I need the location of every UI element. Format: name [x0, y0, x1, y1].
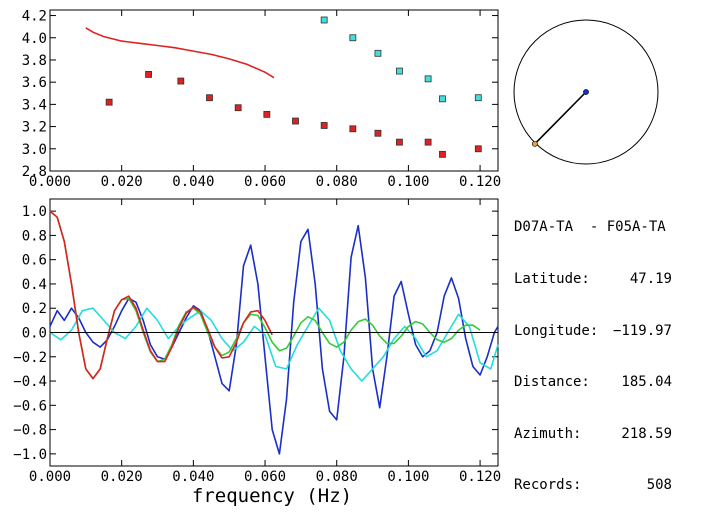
correlation-plot: 0.000 0.020 0.040 0.060 0.080 0.100 0.120 −1.0 −… [13, 198, 501, 485]
top-y-tick-label: 3.4 [22, 97, 47, 113]
velocity-marker [374, 129, 382, 137]
info-row-azimuth: Azimuth: 218.59 [514, 426, 672, 443]
velocity-marker [374, 49, 382, 57]
spectrum-line [49, 224, 499, 455]
top-x-tick-label: 0.060 [244, 174, 286, 190]
top-x-tick-label: 0.100 [387, 174, 429, 190]
bottom-y-tick-label: −1.0 [13, 447, 47, 463]
velocity-marker [234, 104, 242, 112]
spectrum-line [49, 307, 499, 382]
velocity-marker [396, 138, 403, 146]
records-value: 508 [646, 477, 672, 494]
velocity-marker [474, 145, 482, 153]
bottom-x-tick-label: 0.120 [459, 469, 501, 485]
longitude-value: −119.97 [612, 322, 672, 339]
bottom-x-tick-label: 0.020 [101, 469, 143, 485]
top-y-tick-label: 2.8 [22, 164, 47, 180]
velocity-marker [424, 75, 432, 83]
station-path [534, 91, 587, 145]
info-row-records: Records: 508 [514, 477, 672, 494]
x-axis-label: frequency (Hz) [192, 485, 352, 507]
top-x-tick-label: 0.120 [459, 174, 501, 190]
bottom-y-tick-label: −0.2 [13, 350, 47, 366]
bottom-y-tick-label: −0.8 [13, 423, 47, 439]
top-y-tick-label: 3.8 [22, 53, 47, 69]
station-pair: D07A-TA - F05A-TA [514, 219, 666, 236]
station-marker [583, 89, 589, 95]
azimuth-label: Azimuth: [514, 425, 582, 442]
azimuth-value: 218.59 [621, 425, 672, 442]
station-info-panel: D07A-TA - F05A-TA Latitude: 47.19 Longit… [514, 185, 672, 512]
velocity-marker [105, 98, 113, 106]
bottom-x-tick-label: 0.080 [316, 469, 358, 485]
velocity-marker [320, 122, 328, 129]
latitude-value: 47.19 [629, 271, 672, 288]
velocity-marker [424, 138, 432, 146]
info-row-distance: Distance: 185.04 [514, 374, 672, 391]
velocity-marker [349, 125, 357, 133]
latitude-label: Latitude: [514, 271, 590, 288]
velocity-marker [396, 67, 403, 75]
info-row-longitude: Longitude: −119.97 [514, 323, 672, 340]
top-x-tick-label: 0.040 [172, 174, 214, 190]
velocity-marker [349, 34, 357, 42]
bottom-y-tick-label: −0.6 [13, 398, 47, 414]
dispersion-curve [85, 27, 275, 79]
top-y-tick-label: 3.2 [22, 120, 47, 136]
bottom-y-tick-label: 0.4 [22, 277, 47, 293]
info-row-latitude: Latitude: 47.19 [514, 271, 672, 288]
velocity-marker [292, 117, 299, 125]
bottom-y-tick-label: 0.8 [22, 228, 47, 244]
station-marker [531, 140, 538, 147]
records-label: Records: [514, 477, 582, 494]
top-frame [49, 9, 499, 172]
distance-value: 185.04 [621, 374, 672, 391]
velocity-marker [320, 16, 328, 24]
top-x-tick-label: 0.020 [101, 174, 143, 190]
longitude-label: Longitude: [514, 322, 599, 339]
top-x-tick-label: 0.000 [29, 174, 71, 190]
velocity-plot: 0.000 0.020 0.040 0.060 0.080 0.100 0.120 2.8 3.… [22, 9, 501, 190]
velocity-marker [474, 94, 482, 102]
top-x-tick-label: 0.080 [316, 174, 358, 190]
map-circle [513, 19, 659, 165]
bottom-y-tick-label: 0.6 [22, 253, 47, 269]
azimuth-map [513, 19, 659, 165]
bottom-y-tick-label: 0.2 [22, 301, 47, 317]
bottom-x-tick-label: 0.060 [244, 469, 286, 485]
bottom-x-tick-label: 0.100 [387, 469, 429, 485]
top-y-tick-label: 3.6 [22, 75, 47, 91]
bottom-y-tick-label: −0.4 [13, 374, 47, 390]
spectrum-line [49, 210, 273, 380]
bottom-x-tick-label: 0.000 [29, 469, 71, 485]
velocity-marker [177, 77, 185, 85]
top-y-tick-label: 4.0 [22, 31, 47, 47]
distance-label: Distance: [514, 374, 590, 391]
velocity-marker [206, 94, 213, 102]
top-y-tick-label: 3.0 [22, 142, 47, 158]
velocity-marker [263, 110, 271, 118]
velocity-marker [439, 95, 446, 103]
top-y-tick-label: 4.2 [22, 9, 47, 25]
velocity-marker [439, 150, 446, 158]
bottom-x-tick-label: 0.040 [172, 469, 214, 485]
bottom-y-tick-label: 1.0 [22, 204, 47, 220]
velocity-marker [145, 71, 152, 78]
bottom-y-tick-label: 0.0 [22, 326, 47, 342]
